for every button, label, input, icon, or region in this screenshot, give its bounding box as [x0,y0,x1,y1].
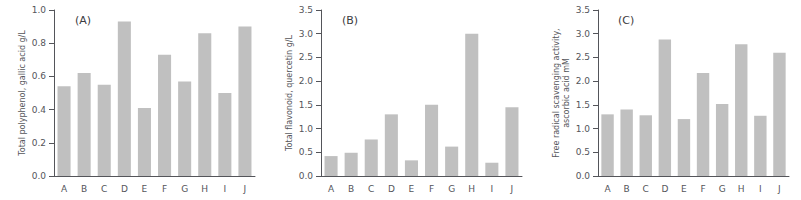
svg-text:J: J [510,184,514,194]
svg-text:I: I [224,184,227,194]
svg-text:0.5: 0.5 [576,147,590,157]
svg-text:3.0: 3.0 [576,29,591,39]
svg-text:G: G [448,184,455,194]
svg-text:C: C [101,184,107,194]
svg-text:E: E [681,184,687,194]
svg-text:F: F [429,184,434,194]
svg-text:2.5: 2.5 [299,52,313,62]
svg-text:H: H [468,184,475,194]
svg-text:Free radical scavenging activi: Free radical scavenging activity, [552,28,561,157]
svg-text:B: B [81,184,87,194]
svg-text:Total polyphenol, gallic acid: Total polyphenol, gallic acid g/L [18,30,27,157]
svg-text:I: I [759,184,762,194]
svg-text:3.0: 3.0 [299,29,314,39]
svg-text:A: A [604,184,611,194]
svg-text:B: B [624,184,630,194]
svg-text:3.5: 3.5 [299,5,313,15]
svg-text:A: A [61,184,68,194]
svg-text:0.5: 0.5 [299,147,313,157]
svg-text:1.0: 1.0 [576,124,591,134]
svg-text:1.0: 1.0 [32,5,47,15]
svg-text:2.5: 2.5 [576,52,590,62]
svg-text:ascorbic acid mM: ascorbic acid mM [562,58,571,128]
svg-text:0.0: 0.0 [299,171,314,181]
svg-text:Total flavonoid, quercetin g/L: Total flavonoid, quercetin g/L [285,35,294,152]
svg-text:D: D [388,184,395,194]
svg-text:0.2: 0.2 [32,138,46,148]
svg-text:(C): (C) [618,14,634,27]
svg-text:E: E [142,184,148,194]
svg-text:(A): (A) [75,14,91,27]
svg-text:F: F [700,184,705,194]
svg-text:(B): (B) [342,14,358,27]
svg-text:A: A [328,184,335,194]
svg-text:F: F [162,184,167,194]
svg-text:0.0: 0.0 [576,171,591,181]
svg-text:0.4: 0.4 [32,105,47,115]
svg-text:H: H [738,184,745,194]
svg-text:1.5: 1.5 [299,100,313,110]
svg-text:0.6: 0.6 [32,71,47,81]
svg-text:C: C [643,184,649,194]
svg-text:E: E [409,184,415,194]
svg-text:0.0: 0.0 [32,171,47,181]
svg-text:2.0: 2.0 [576,76,591,86]
svg-text:H: H [201,184,208,194]
svg-text:J: J [243,184,247,194]
svg-text:D: D [661,184,668,194]
svg-text:G: G [181,184,188,194]
svg-text:1.5: 1.5 [576,100,590,110]
svg-text:D: D [121,184,128,194]
svg-text:2.0: 2.0 [299,76,314,86]
svg-text:J: J [777,184,781,194]
svg-text:G: G [719,184,726,194]
svg-text:C: C [368,184,374,194]
svg-text:B: B [348,184,354,194]
svg-text:I: I [491,184,494,194]
svg-text:0.8: 0.8 [32,38,47,48]
svg-text:3.5: 3.5 [576,5,590,15]
svg-text:1.0: 1.0 [299,124,314,134]
